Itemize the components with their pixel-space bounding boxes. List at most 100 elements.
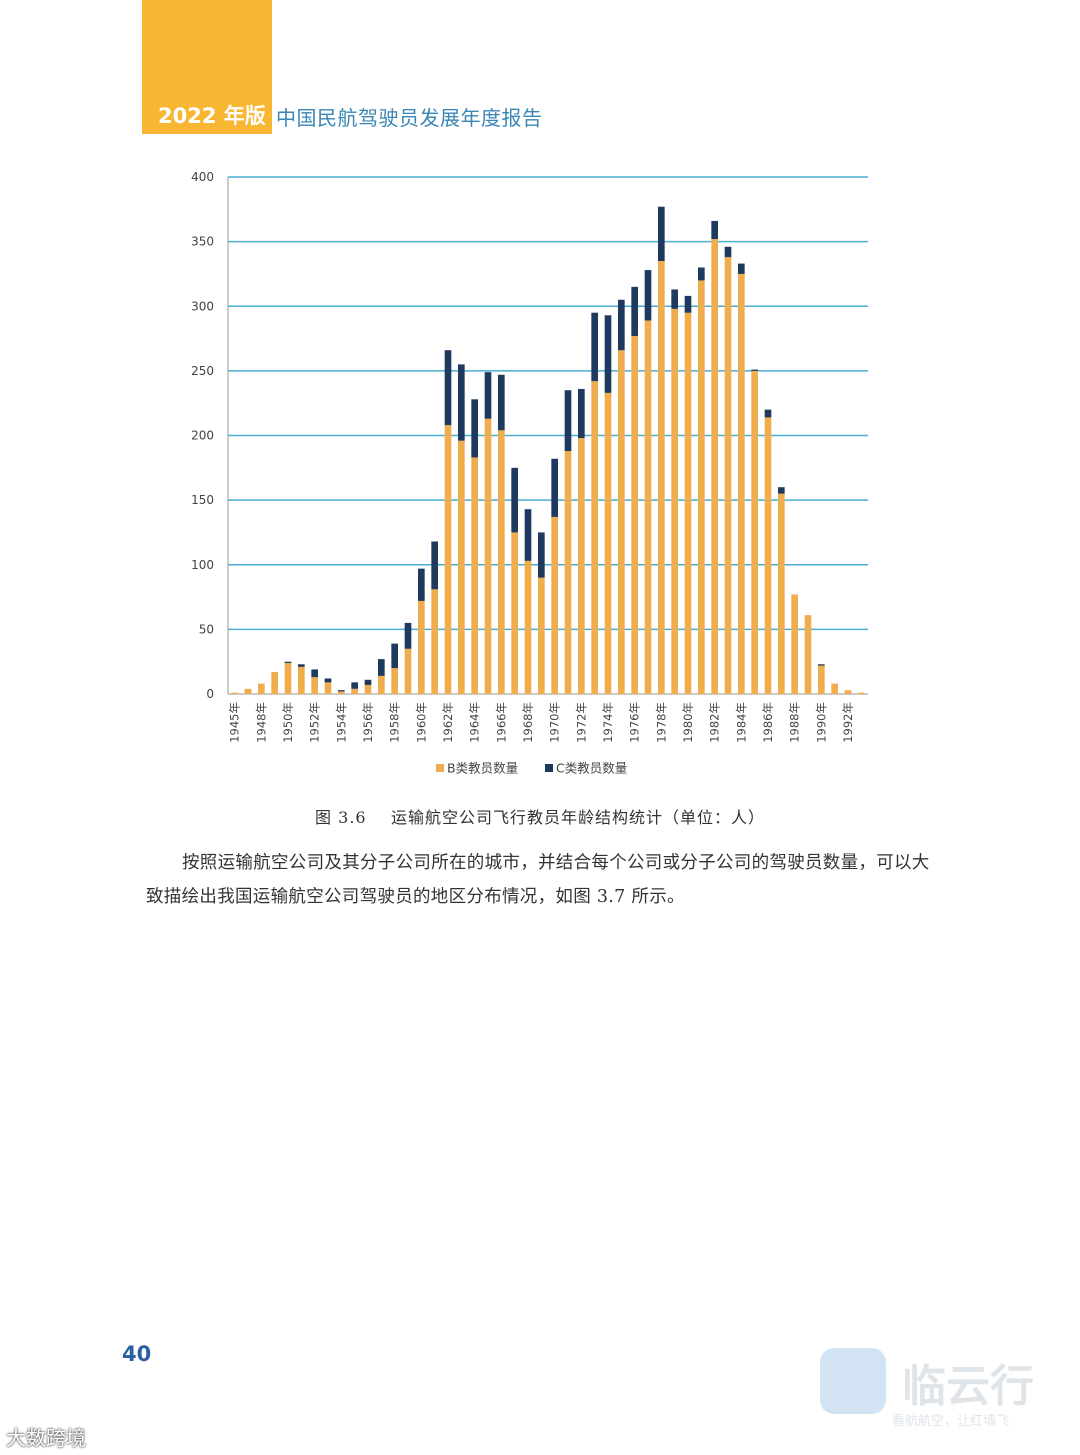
bar-c-1963年 bbox=[458, 364, 465, 441]
bar-b-1983年 bbox=[724, 257, 732, 694]
bar-b-1952年 bbox=[311, 677, 318, 694]
bar-c-1990年 bbox=[818, 664, 825, 666]
bar-c-1958年 bbox=[391, 643, 398, 669]
figure-caption: 图 3.6 运输航空公司飞行教员年龄结构统计（单位：人） bbox=[0, 804, 1080, 828]
bar-c-1967年 bbox=[511, 467, 518, 533]
watermark-sub-text: 看航航空，让红墙飞 bbox=[892, 1414, 1010, 1429]
y-tick-label: 200 bbox=[191, 429, 214, 443]
bar-c-1978年 bbox=[658, 206, 665, 262]
page-number: 40 bbox=[122, 1342, 152, 1366]
y-tick-label: 0 bbox=[206, 687, 214, 701]
bar-c-1974年 bbox=[604, 315, 612, 393]
bar-c-1955年 bbox=[351, 682, 358, 689]
bar-c-1953年 bbox=[324, 678, 332, 683]
x-tick-label: 1968年 bbox=[521, 702, 535, 743]
bar-b-1959年 bbox=[404, 648, 412, 694]
bar-c-1960年 bbox=[418, 568, 425, 601]
bar-b-1987年 bbox=[778, 493, 785, 694]
bar-c-1964年 bbox=[471, 399, 478, 458]
bar-b-1971年 bbox=[564, 451, 572, 694]
bar-c-1951年 bbox=[298, 664, 305, 667]
legend-swatch-b bbox=[436, 764, 444, 772]
x-tick-label: 1974年 bbox=[601, 702, 615, 743]
x-tick-label: 1952年 bbox=[308, 702, 322, 743]
watermark-logo-text: 临云行 bbox=[902, 1361, 1034, 1412]
bar-c-1969年 bbox=[538, 532, 545, 578]
bar-c-1966年 bbox=[498, 374, 505, 431]
bar-c-1965年 bbox=[484, 372, 492, 419]
x-tick-label: 1986年 bbox=[761, 702, 775, 743]
x-tick-label: 1992年 bbox=[841, 702, 855, 743]
bar-c-1984年 bbox=[738, 263, 745, 274]
x-tick-label: 1960年 bbox=[414, 702, 428, 743]
bar-b-1966年 bbox=[498, 430, 505, 694]
bar-b-1991年 bbox=[831, 683, 838, 694]
x-tick-label: 1970年 bbox=[548, 702, 562, 743]
bar-c-1970年 bbox=[551, 458, 558, 517]
bar-b-1953年 bbox=[324, 682, 332, 694]
bar-b-1986年 bbox=[764, 417, 772, 694]
bar-b-1976年 bbox=[631, 335, 638, 694]
bar-c-1977年 bbox=[644, 270, 652, 321]
y-tick-label: 250 bbox=[191, 364, 214, 378]
bar-c-1962年 bbox=[444, 350, 452, 426]
bar-b-1948年 bbox=[258, 683, 265, 694]
bar-b-1980年 bbox=[684, 312, 692, 694]
bar-c-1985年 bbox=[751, 369, 758, 371]
bar-b-1950年 bbox=[284, 662, 292, 694]
bar-b-1989年 bbox=[804, 615, 812, 694]
bar-b-1949年 bbox=[271, 672, 278, 694]
watermark-logo: 临云行 看航航空，让红墙飞 bbox=[818, 1348, 1068, 1438]
y-tick-label: 100 bbox=[191, 558, 214, 572]
bar-c-1961年 bbox=[431, 541, 438, 590]
x-tick-label: 1978年 bbox=[654, 702, 668, 743]
bar-b-1990年 bbox=[818, 665, 825, 694]
x-tick-label: 1964年 bbox=[468, 702, 482, 743]
edition-year: 2022 年版 bbox=[158, 104, 266, 128]
bar-c-1987年 bbox=[778, 487, 785, 494]
y-tick-label: 350 bbox=[191, 235, 214, 249]
bar-b-1947年 bbox=[244, 688, 252, 694]
bar-c-1976年 bbox=[631, 286, 638, 336]
bar-b-1977年 bbox=[644, 320, 652, 694]
report-title: 中国民航驾驶员发展年度报告 bbox=[276, 106, 543, 130]
bar-b-1958年 bbox=[391, 668, 398, 694]
bar-b-1960年 bbox=[418, 600, 425, 694]
chart-gridlines bbox=[227, 176, 868, 695]
x-tick-label: 1945年 bbox=[228, 702, 242, 743]
bar-b-1973年 bbox=[591, 381, 598, 694]
bar-c-1981年 bbox=[698, 267, 705, 281]
bar-b-1978年 bbox=[658, 261, 665, 694]
bar-b-1956年 bbox=[364, 684, 372, 694]
bar-b-1955年 bbox=[351, 688, 358, 694]
bar-c-1973年 bbox=[591, 312, 598, 382]
x-tick-label: 1976年 bbox=[628, 702, 642, 743]
y-axis-ticks: 0 50 100 150 200 250 300 350 400 bbox=[191, 170, 214, 701]
bar-b-1974年 bbox=[604, 392, 612, 694]
bar-b-1951年 bbox=[298, 666, 305, 694]
x-tick-label: 1962年 bbox=[441, 702, 455, 743]
bar-c-1986年 bbox=[764, 409, 772, 418]
bar-c-1979年 bbox=[671, 289, 678, 309]
bar-b-1967年 bbox=[511, 532, 518, 694]
x-axis-ticks: 1945年 1948年 1950年 1952年 1954年 1956年 1958年 1960年… bbox=[228, 702, 855, 743]
bar-b-1969年 bbox=[538, 577, 545, 694]
bar-c-1971年 bbox=[564, 390, 572, 452]
chart-legend: B类教员数量 C类教员数量 bbox=[436, 761, 627, 776]
bar-b-1963年 bbox=[458, 440, 465, 694]
bar-b-1992年 bbox=[844, 690, 852, 694]
bar-b-1961年 bbox=[431, 589, 438, 694]
bar-c-1980年 bbox=[684, 295, 692, 313]
bar-b-1964年 bbox=[471, 457, 478, 694]
figure-title: 运输航空公司飞行教员年龄结构统计（单位：人） bbox=[390, 808, 765, 827]
x-tick-label: 1956年 bbox=[361, 702, 375, 743]
bar-b-1984年 bbox=[738, 273, 745, 694]
x-tick-label: 1988年 bbox=[788, 702, 802, 743]
bar-b-1981年 bbox=[698, 280, 705, 694]
legend-label-c: C类教员数量 bbox=[556, 761, 627, 776]
body-paragraph: 按照运输航空公司及其分子公司所在的城市，并结合每个公司或分子公司的驾驶员数量，可… bbox=[146, 853, 930, 907]
watermark-source: 大数跨境 bbox=[6, 1422, 86, 1451]
bar-b-1968年 bbox=[524, 560, 532, 694]
bar-b-1970年 bbox=[551, 516, 558, 694]
bar-b-1993年 bbox=[858, 692, 865, 694]
